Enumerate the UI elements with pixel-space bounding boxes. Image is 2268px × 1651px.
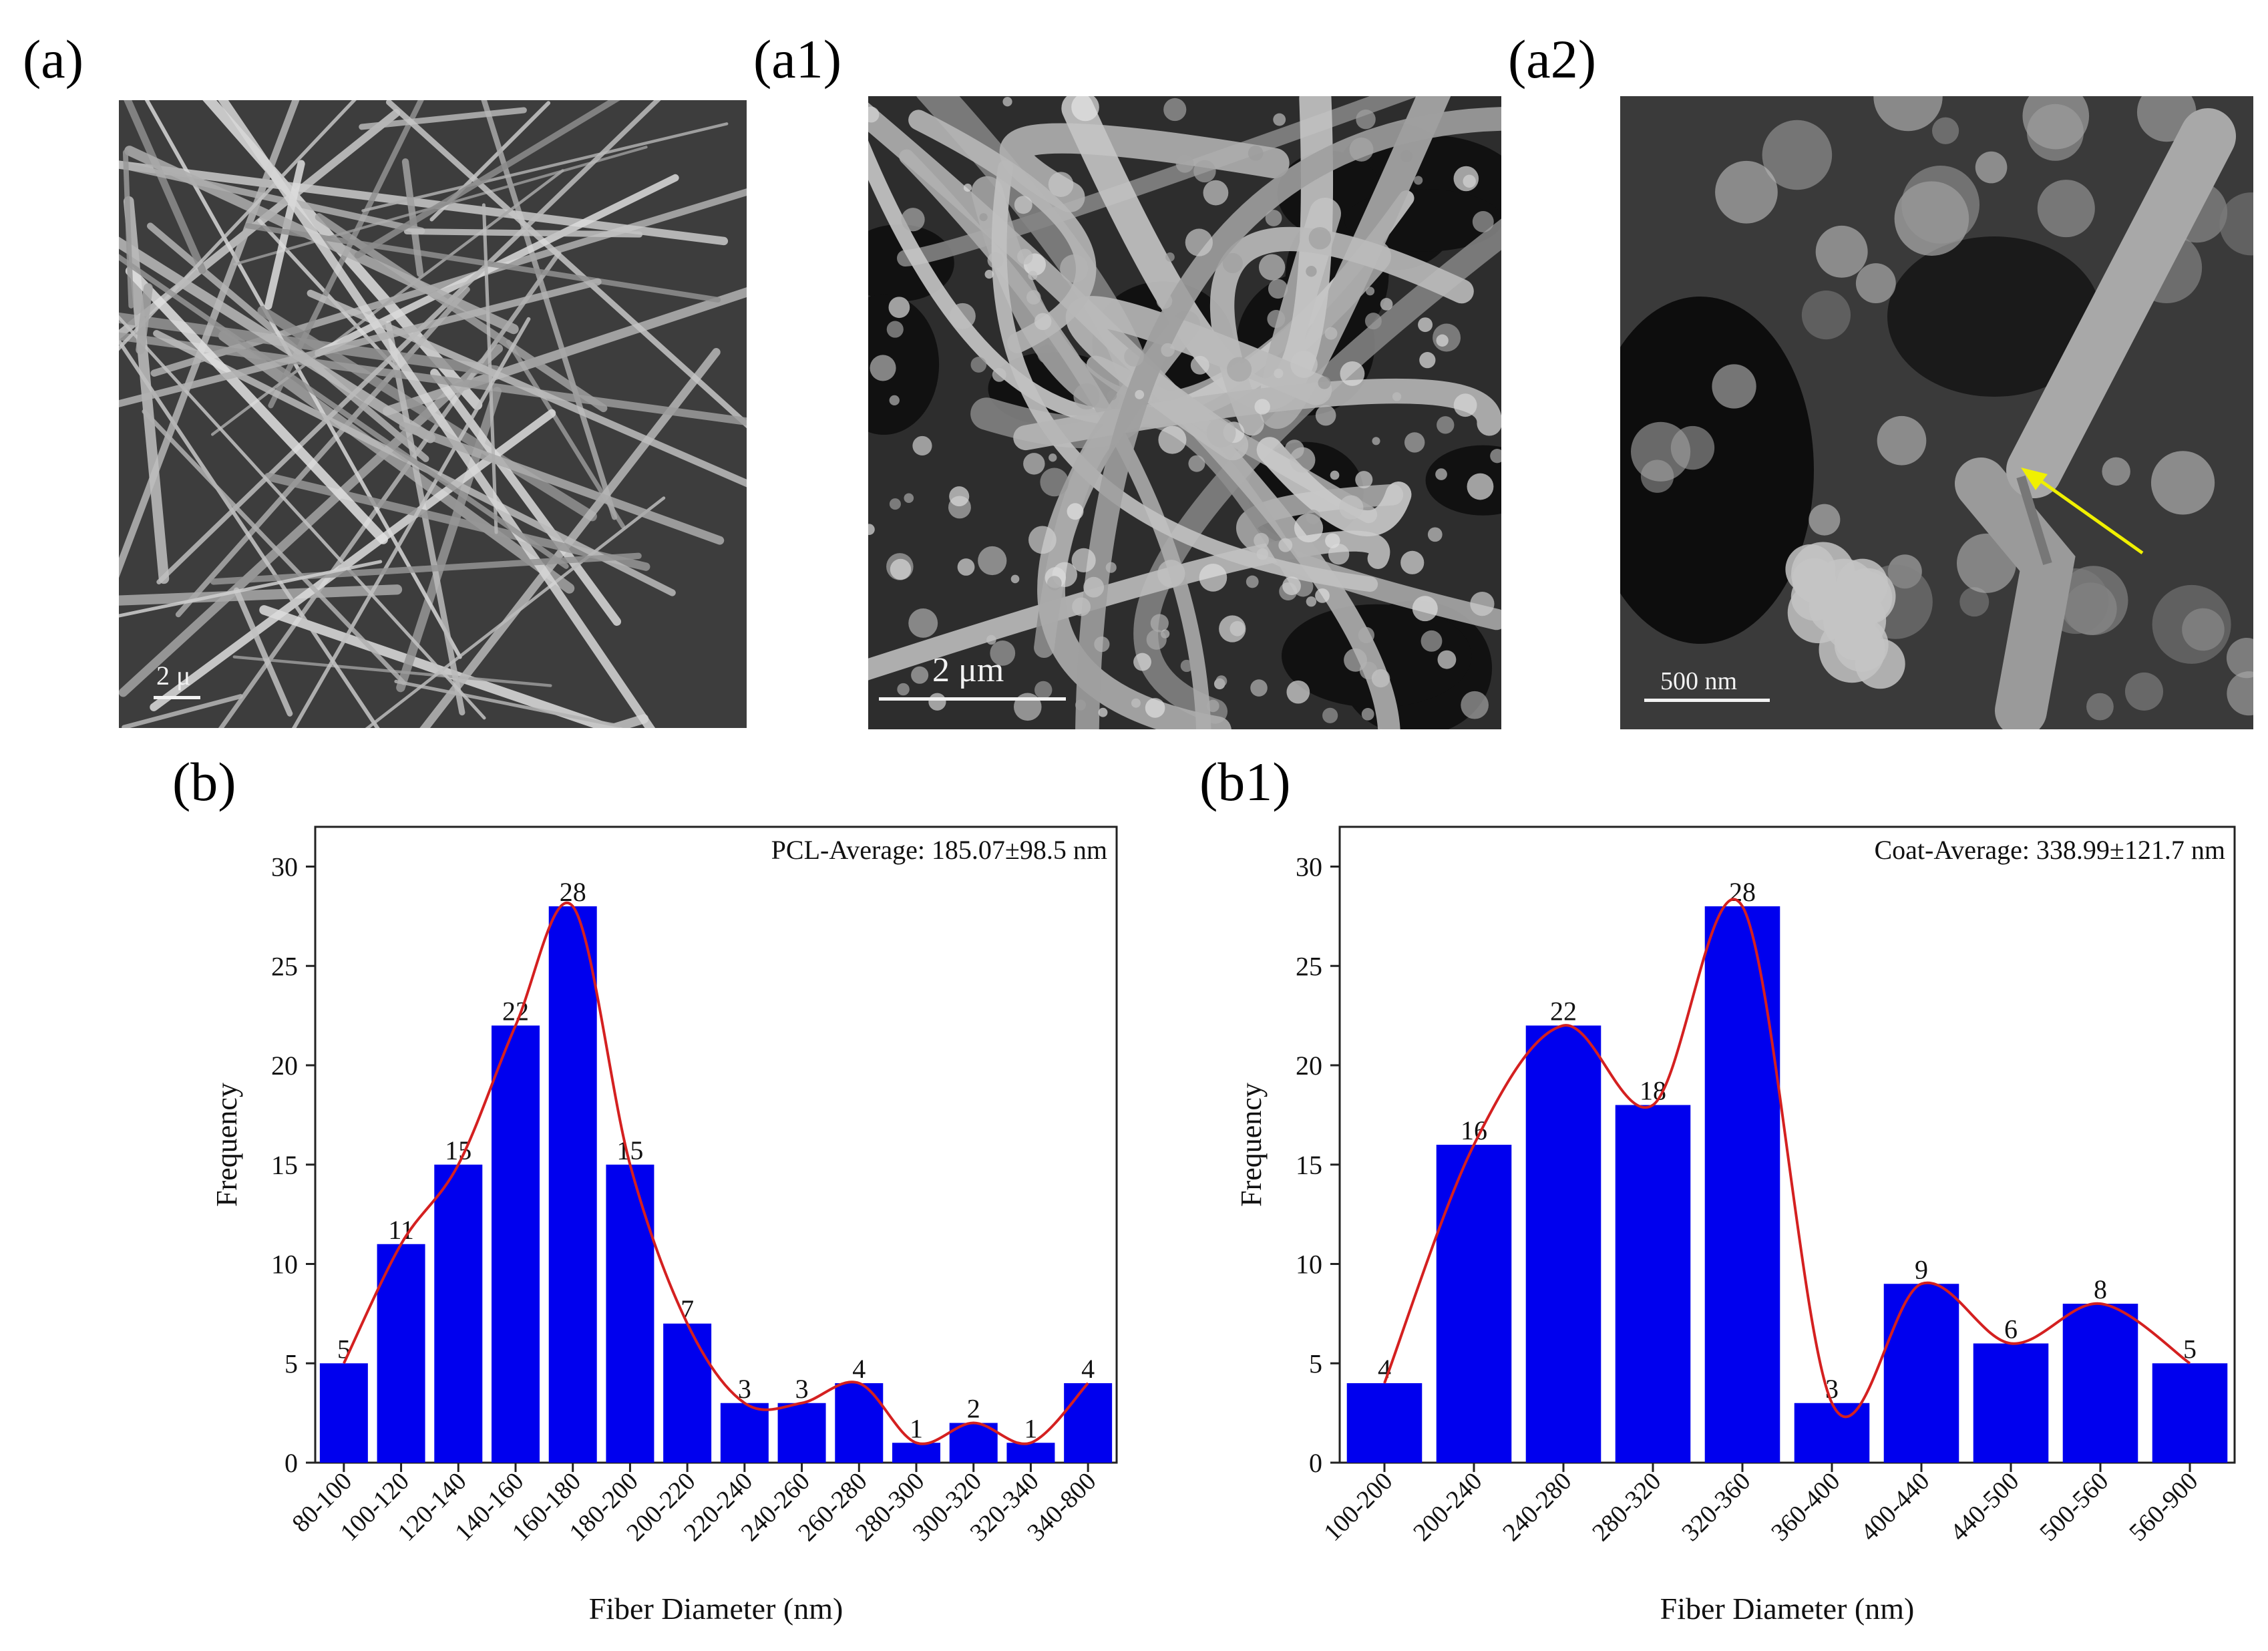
bar [1006,1443,1055,1463]
scale-bar-label: 2 μm [932,651,1004,689]
x-tick-label: 560-900 [2124,1467,2203,1547]
bar [777,1403,826,1463]
bar [1346,1383,1423,1463]
fiber-mesh-texture [119,100,747,728]
bar-value-label: 5 [2183,1334,2197,1364]
bar-value-label: 7 [681,1294,694,1324]
bar-value-label: 16 [1461,1115,1487,1145]
histogram-pcl: 051015202530580-10011100-12015120-140221… [210,826,1118,1626]
x-tick-label: 320-360 [1676,1467,1756,1547]
bar [892,1443,940,1463]
bar-value-label: 22 [1550,996,1577,1027]
bar-value-label: 4 [1081,1354,1095,1384]
y-tick-label: 5 [1309,1348,1322,1379]
x-axis-label: Fiber Diameter (nm) [589,1592,843,1626]
x-tick-label: 440-500 [1945,1467,2024,1547]
scale-bar [154,696,200,699]
bar-value-label: 1 [910,1413,923,1443]
y-tick-label: 25 [1296,951,1322,981]
x-tick-label: 240-280 [1497,1467,1577,1547]
plot-frame [1338,826,2236,1464]
bar [1525,1025,1601,1463]
bar [663,1323,712,1463]
sem-image-coated-fiber-closeup: 500 nm [1620,96,2253,729]
fit-curve [1383,898,2191,1419]
coated-fiber-texture [868,96,1501,729]
panel-label-a: (a) [23,29,84,89]
y-tick-label: 20 [1296,1051,1322,1081]
x-tick-label: 280-320 [1587,1467,1666,1547]
bar [606,1164,654,1463]
bar [377,1244,425,1463]
histogram-coat: 0510152025304100-20016200-24022240-28018… [1235,826,2236,1626]
scale-bar [879,697,1066,701]
x-tick-label: 500-560 [2034,1467,2114,1547]
bar-value-label: 3 [795,1374,809,1404]
bar-value-label: 28 [1729,877,1756,907]
bar-value-label: 6 [2004,1314,2018,1344]
bar-value-label: 15 [445,1135,471,1165]
panel-label-a1: (a1) [753,29,842,89]
bar-value-label: 1 [1024,1413,1037,1443]
sem-image-coated-fibers: 2 μm [868,96,1501,729]
y-tick-label: 10 [1296,1250,1322,1280]
bar [1064,1383,1113,1463]
scale-bar-label: 2 μ [156,661,191,691]
y-tick-label: 0 [285,1448,298,1478]
bar [1436,1145,1512,1463]
bar [835,1383,884,1463]
scale-bar [1644,699,1770,702]
y-axis-label: Frequency [210,1083,243,1207]
y-tick-label: 10 [271,1250,298,1280]
bar [2152,1363,2228,1463]
bar [2062,1304,2138,1463]
y-tick-label: 25 [271,951,298,981]
x-tick-label: 360-400 [1766,1467,1845,1547]
x-tick-label: 200-240 [1408,1467,1487,1547]
average-annotation: PCL-Average: 185.07±98.5 nm [771,835,1107,865]
fit-curve [343,901,1089,1445]
y-tick-label: 0 [1309,1448,1322,1478]
x-tick-label: 100-200 [1318,1467,1398,1547]
average-annotation: Coat-Average: 338.99±121.7 nm [1874,835,2225,865]
scale-bar-label: 500 nm [1660,667,1738,695]
y-tick-label: 30 [1296,852,1322,882]
bar [1883,1284,1959,1463]
bar [319,1363,368,1463]
bar-value-label: 3 [738,1374,751,1404]
bar [1973,1343,2049,1463]
x-tick-label: 400-440 [1855,1467,1935,1547]
bar [949,1423,998,1463]
bar-value-label: 9 [1915,1254,1928,1284]
plot-frame [314,826,1118,1464]
bar [492,1025,540,1463]
panel-label-b: (b) [172,751,236,812]
bar-value-label: 2 [967,1394,980,1424]
y-tick-label: 15 [1296,1150,1322,1180]
bar-value-label: 28 [560,877,586,907]
sem-image-pcl: 2 μ [119,100,747,728]
closeup-fiber-texture [1620,96,2253,729]
arrow-head [2021,468,2048,490]
y-axis-label: Frequency [1235,1083,1268,1207]
panel-label-a2: (a2) [1508,29,1597,89]
bar [548,906,597,1463]
y-tick-label: 15 [271,1150,298,1180]
bar-value-label: 5 [337,1334,351,1364]
y-tick-label: 30 [271,852,298,882]
panel-label-b1: (b1) [1199,751,1291,812]
bar [1794,1403,1870,1463]
bar [434,1164,483,1463]
y-tick-label: 20 [271,1051,298,1081]
bar [1615,1105,1691,1463]
bar-value-label: 8 [2094,1274,2107,1304]
y-tick-label: 5 [285,1348,298,1379]
bar-value-label: 4 [852,1354,866,1384]
bar [720,1403,769,1463]
bar [1704,906,1780,1463]
x-axis-label: Fiber Diameter (nm) [1660,1592,1915,1626]
